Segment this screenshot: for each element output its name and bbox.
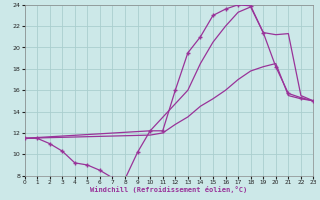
X-axis label: Windchill (Refroidissement éolien,°C): Windchill (Refroidissement éolien,°C)	[90, 186, 248, 193]
